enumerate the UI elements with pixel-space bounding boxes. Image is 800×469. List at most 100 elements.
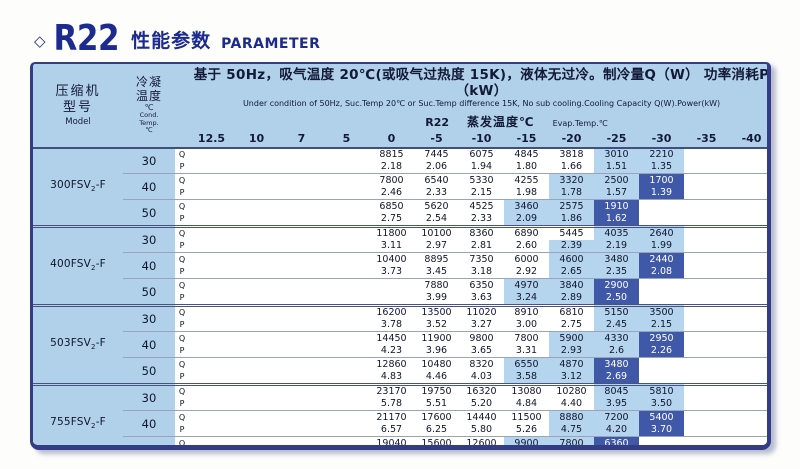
evap-temp-header-row: 12.5 10 7 5 0 -5 -10 -15 -20 -25 -30 -35 -40 [33, 129, 767, 149]
qp-label: P [175, 291, 189, 306]
qp-label: P [175, 370, 189, 385]
data-cell: 2500 [594, 173, 639, 187]
data-cell [729, 397, 767, 411]
model-cell: 755FSV2-F [33, 382, 123, 445]
data-cell: 4.23 [369, 344, 414, 358]
condensing-temp-cell: 50 [123, 357, 175, 385]
condensing-temp-column-header: 冷凝 温度 ℃ Cond. Temp. ℃ [123, 64, 175, 149]
data-cell [279, 147, 324, 161]
data-cell [279, 252, 324, 266]
qp-label: Q [175, 252, 189, 266]
table-row: P 3.78 3.52 3.27 3.00 2.75 2.45 2.15 [33, 318, 767, 332]
data-cell: 3.12 [549, 370, 594, 385]
qp-label: Q [175, 173, 189, 187]
data-cell: 3320 [549, 173, 594, 187]
data-cell [324, 436, 369, 445]
data-cell: 6350 [459, 278, 504, 292]
data-cell [279, 397, 324, 411]
data-cell [324, 199, 369, 213]
data-cell: 5.26 [504, 423, 549, 437]
data-cell [189, 160, 234, 174]
data-cell [279, 423, 324, 437]
evap-temp-header: -15 [504, 129, 549, 149]
evap-temp-header: -10 [459, 129, 504, 149]
data-cell: 2950 [639, 331, 684, 345]
data-cell: 3.24 [504, 291, 549, 306]
data-cell: 4330 [594, 331, 639, 345]
table-row: P 3.99 3.63 3.24 2.89 2.50 [33, 291, 767, 306]
data-cell: 7880 [414, 278, 459, 292]
data-cell: 2.35 [594, 265, 639, 279]
qp-label: P [175, 265, 189, 279]
data-cell: 7800 [369, 173, 414, 187]
data-cell [729, 186, 767, 200]
data-cell: 2.81 [459, 239, 504, 253]
qp-label: P [175, 318, 189, 332]
data-cell: 11800 [369, 224, 414, 240]
data-cell [684, 344, 729, 358]
data-cell [729, 423, 767, 437]
data-cell: 5900 [549, 331, 594, 345]
data-cell: 3460 [504, 199, 549, 213]
data-cell [324, 252, 369, 266]
data-cell [639, 370, 684, 385]
data-cell: 2.69 [594, 370, 639, 385]
data-cell [369, 278, 414, 292]
data-cell [324, 370, 369, 385]
data-cell [189, 147, 234, 161]
data-cell [189, 436, 234, 445]
data-cell [729, 265, 767, 279]
data-cell: 17600 [414, 410, 459, 424]
data-cell [729, 370, 767, 385]
data-cell [279, 303, 324, 319]
data-cell: 4255 [504, 173, 549, 187]
data-cell [234, 278, 279, 292]
data-cell: 5.20 [459, 397, 504, 411]
data-cell: 2.75 [549, 318, 594, 332]
data-cell: 2.93 [549, 344, 594, 358]
evap-temp-header: -25 [594, 129, 639, 149]
data-cell [684, 265, 729, 279]
data-cell [279, 318, 324, 332]
data-cell: 3.73 [369, 265, 414, 279]
data-cell [234, 303, 279, 319]
data-cell [324, 186, 369, 200]
data-cell [324, 423, 369, 437]
data-cell: 1.57 [594, 186, 639, 200]
data-cell: 10100 [414, 224, 459, 240]
data-cell: 4.46 [414, 370, 459, 385]
data-cell: 19750 [414, 382, 459, 398]
data-cell [234, 224, 279, 240]
data-cell [324, 160, 369, 174]
data-cell [279, 224, 324, 240]
data-cell: 3.18 [459, 265, 504, 279]
title-english: PARAMETER [221, 36, 321, 52]
data-cell: 10280 [549, 382, 594, 398]
table-row: 755FSV2-F 30 Q 23170 19750 16320 13080 10280 804… [33, 382, 767, 445]
table-row: P 2.75 2.54 2.33 2.09 1.86 1.62 [33, 212, 767, 227]
data-cell: 1.80 [504, 160, 549, 174]
data-cell [324, 224, 369, 240]
refrigerant-title: R22 [53, 17, 120, 59]
data-cell: 1.51 [594, 160, 639, 174]
data-cell [324, 344, 369, 358]
data-cell: 4.84 [504, 397, 549, 411]
evap-temp-header: 5 [324, 129, 369, 149]
data-cell [234, 252, 279, 266]
data-cell [369, 291, 414, 306]
data-cell [189, 291, 234, 306]
data-cell [279, 199, 324, 213]
data-cell: 4525 [459, 199, 504, 213]
table-row: P 5.78 5.51 5.20 4.84 4.40 3.95 3.50 [33, 397, 767, 411]
data-cell: 11900 [414, 331, 459, 345]
data-cell [234, 397, 279, 411]
data-cell [729, 357, 767, 371]
data-cell: 7800 [549, 436, 594, 445]
test-condition-header: 基于 50Hz，吸气温度 20℃(或吸气过热度 15K)，液体无过冷。制冷量Q（… [189, 64, 767, 130]
data-cell: 2.97 [414, 239, 459, 253]
data-cell: 3500 [639, 303, 684, 319]
table-row: P 4.23 3.96 3.65 3.31 2.93 2.6 2.26 [33, 344, 767, 358]
qp-label: Q [175, 199, 189, 213]
data-cell: 3.96 [414, 344, 459, 358]
qp-label: P [175, 212, 189, 227]
